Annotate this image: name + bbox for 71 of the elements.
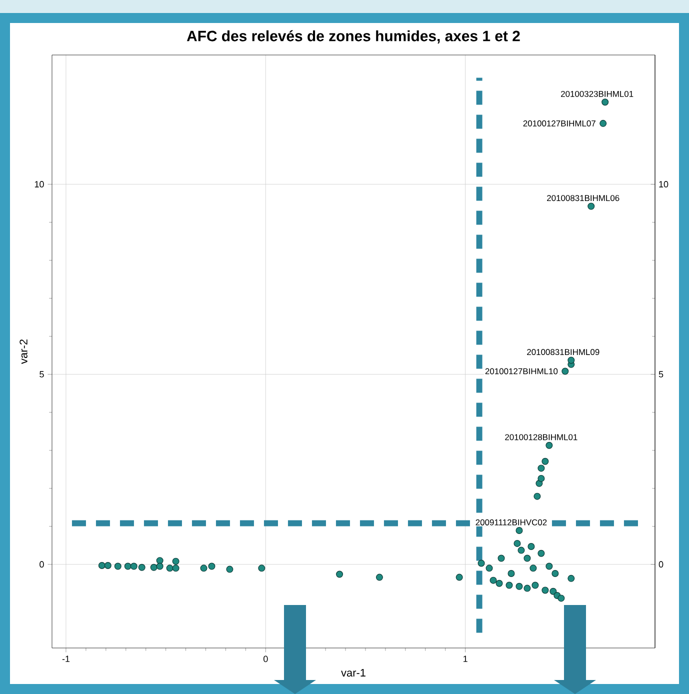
y-tick-label: 10 (34, 181, 44, 188)
point (486, 564, 493, 572)
point (150, 564, 158, 571)
y2-tick-label: 0 (658, 561, 664, 568)
point (478, 560, 485, 567)
point (208, 562, 216, 570)
point (226, 566, 234, 573)
point (336, 570, 344, 578)
point (602, 98, 609, 106)
point (546, 442, 553, 449)
point (376, 574, 383, 581)
point (114, 562, 122, 570)
y-tick-label: 5 (40, 371, 44, 378)
point (534, 492, 541, 500)
point (172, 558, 180, 565)
point (518, 546, 525, 554)
annotation: 20100128BIHML01 (505, 434, 578, 440)
point (516, 527, 523, 534)
point (538, 464, 545, 472)
point (498, 554, 505, 562)
point (508, 570, 515, 577)
point (542, 458, 549, 465)
point (530, 564, 537, 572)
x-axis-title: var-1 (341, 668, 366, 677)
point (538, 550, 545, 557)
point (104, 562, 112, 570)
point (550, 588, 557, 595)
point (166, 564, 174, 572)
point (568, 574, 575, 582)
point (546, 562, 553, 570)
point (490, 576, 497, 584)
point (558, 594, 565, 602)
y2-tick-label: 5 (658, 371, 664, 378)
annotation: 20100127BIHML10 (485, 368, 558, 374)
annotation: 20100831BIHML09 (527, 349, 600, 356)
x-tick-label: -1 (62, 656, 70, 662)
point (124, 562, 132, 570)
point (524, 554, 531, 562)
point (156, 557, 164, 564)
point (138, 564, 146, 571)
point (528, 542, 535, 550)
annotation: 20100323BIHML01 (561, 90, 634, 97)
x-tick-label: 1 (464, 656, 468, 662)
point (568, 356, 575, 364)
point (514, 540, 521, 547)
annotation: 20100831BIHML06 (547, 195, 620, 202)
point (506, 582, 513, 589)
point (542, 586, 549, 594)
annotation: 20091112BIHVC02 (476, 519, 547, 526)
point (552, 570, 559, 577)
point (516, 582, 523, 590)
point (156, 562, 164, 570)
point (600, 120, 607, 127)
point (130, 562, 138, 570)
point (524, 584, 531, 592)
y2-tick-label: 10 (659, 181, 668, 188)
point (532, 582, 539, 589)
y-axis-title: var-2 (20, 340, 28, 364)
chart-title: AFC des relevés de zones humides, axes 1 et 2 (186, 30, 520, 44)
point (588, 202, 595, 210)
point (258, 564, 266, 572)
y-tick-label: 0 (40, 561, 44, 568)
point (98, 562, 106, 570)
point (496, 580, 503, 587)
point (538, 474, 545, 482)
point (562, 368, 569, 375)
x-tick-label: 0 (264, 656, 268, 662)
annotation: 20100127BIHML07 (523, 120, 596, 126)
point (456, 574, 463, 581)
point (172, 564, 180, 572)
point (200, 564, 208, 572)
